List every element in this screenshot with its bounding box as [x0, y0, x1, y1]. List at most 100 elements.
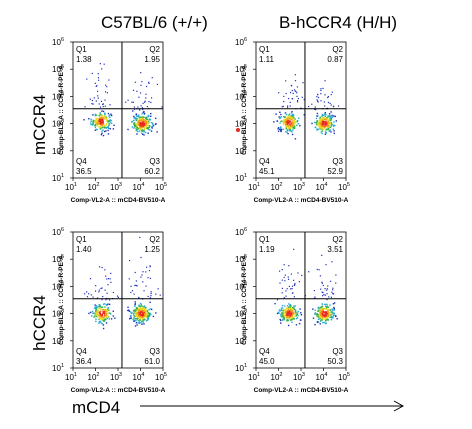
- event-dot: [283, 317, 286, 319]
- event-dot: [147, 118, 149, 121]
- event-dot: [296, 101, 299, 103]
- event-dot: [320, 315, 322, 317]
- event-dot: [134, 325, 137, 327]
- event-dot: [285, 127, 288, 129]
- quadrant-value: 1.25: [144, 245, 160, 254]
- event-dot: [315, 122, 317, 124]
- event-dot: [138, 130, 141, 132]
- event-dot: [287, 324, 290, 327]
- event-dot: [328, 130, 331, 133]
- event-dot: [136, 115, 139, 117]
- event-dot: [99, 304, 101, 307]
- event-dot: [320, 126, 323, 129]
- event-dot: [147, 277, 149, 279]
- event-dot: [286, 288, 288, 290]
- quadrant-name: Q2: [332, 235, 343, 244]
- event-dot: [277, 311, 280, 314]
- event-dot: [104, 303, 106, 305]
- event-dot: [281, 269, 283, 271]
- event-dot: [144, 101, 146, 103]
- event-dot: [94, 129, 97, 131]
- event-dot: [150, 101, 152, 104]
- event-dot: [143, 123, 146, 125]
- event-dot: [297, 272, 299, 274]
- event-dot: [131, 121, 133, 123]
- event-dot: [105, 299, 107, 301]
- event-dot: [297, 314, 299, 317]
- y-tick-exponent: 4: [61, 91, 64, 97]
- event-dot: [141, 126, 143, 129]
- event-dot: [133, 293, 135, 295]
- quadrant-name: Q3: [332, 157, 343, 166]
- event-dot: [141, 113, 143, 115]
- event-dot: [88, 312, 90, 315]
- event-dot: [325, 305, 327, 308]
- event-dot: [95, 314, 97, 316]
- event-dot: [291, 317, 294, 319]
- x-tick-label: 101: [65, 182, 77, 192]
- event-dot: [281, 279, 283, 281]
- event-dot: [148, 126, 150, 128]
- event-dot: [286, 124, 289, 126]
- event-dot: [286, 311, 289, 313]
- event-dot: [285, 122, 287, 125]
- event-dot: [101, 68, 103, 70]
- y-tick-label: 101: [235, 363, 247, 373]
- event-dot: [147, 317, 150, 319]
- event-dot: [285, 125, 287, 127]
- event-dot: [324, 123, 327, 126]
- event-dot: [301, 274, 303, 277]
- event-dot: [95, 318, 97, 320]
- event-dot: [130, 315, 132, 317]
- event-dot: [95, 120, 98, 123]
- event-dot: [296, 121, 298, 123]
- event-dot: [293, 127, 296, 129]
- event-dot: [151, 125, 154, 128]
- quadrant-name: Q3: [332, 347, 343, 356]
- event-dot: [136, 310, 139, 312]
- event-dot: [145, 97, 147, 99]
- event-dot: [140, 276, 142, 278]
- quadrant-value: 45.0: [259, 357, 275, 366]
- event-dot: [106, 312, 108, 315]
- event-dot: [332, 293, 335, 295]
- event-dot: [102, 309, 105, 311]
- event-dot: [296, 312, 299, 314]
- event-dot: [315, 117, 318, 120]
- event-dot: [83, 293, 86, 295]
- event-dot: [328, 127, 330, 129]
- event-dot: [148, 81, 150, 83]
- event-dot: [138, 311, 140, 313]
- event-dot: [314, 296, 316, 298]
- event-dot: [142, 111, 144, 114]
- event-dot: [320, 308, 322, 311]
- event-dot: [98, 103, 100, 105]
- event-dot: [286, 312, 288, 314]
- event-dot: [325, 320, 327, 322]
- event-dot: [335, 274, 337, 276]
- event-dot: [292, 122, 294, 124]
- event-dot: [139, 236, 141, 239]
- event-dot: [109, 121, 111, 123]
- event-dot: [135, 319, 137, 322]
- event-dot: [321, 132, 323, 135]
- event-dot: [143, 130, 145, 133]
- event-dot: [157, 288, 159, 290]
- event-dot: [308, 105, 310, 108]
- event-dot: [142, 121, 144, 123]
- event-dot: [92, 121, 94, 123]
- event-dot: [110, 281, 112, 283]
- event-dot: [140, 303, 142, 306]
- event-dot: [321, 311, 323, 313]
- event-dot: [291, 115, 293, 117]
- event-dot: [283, 124, 285, 126]
- event-dot: [144, 131, 147, 134]
- y-tick-exponent: 2: [61, 336, 64, 342]
- event-dot: [103, 319, 105, 321]
- event-dot: [322, 121, 324, 124]
- event-dot: [108, 115, 110, 117]
- event-dot: [140, 126, 142, 129]
- event-dot: [293, 121, 296, 123]
- y-tick-exponent: 1: [61, 173, 64, 179]
